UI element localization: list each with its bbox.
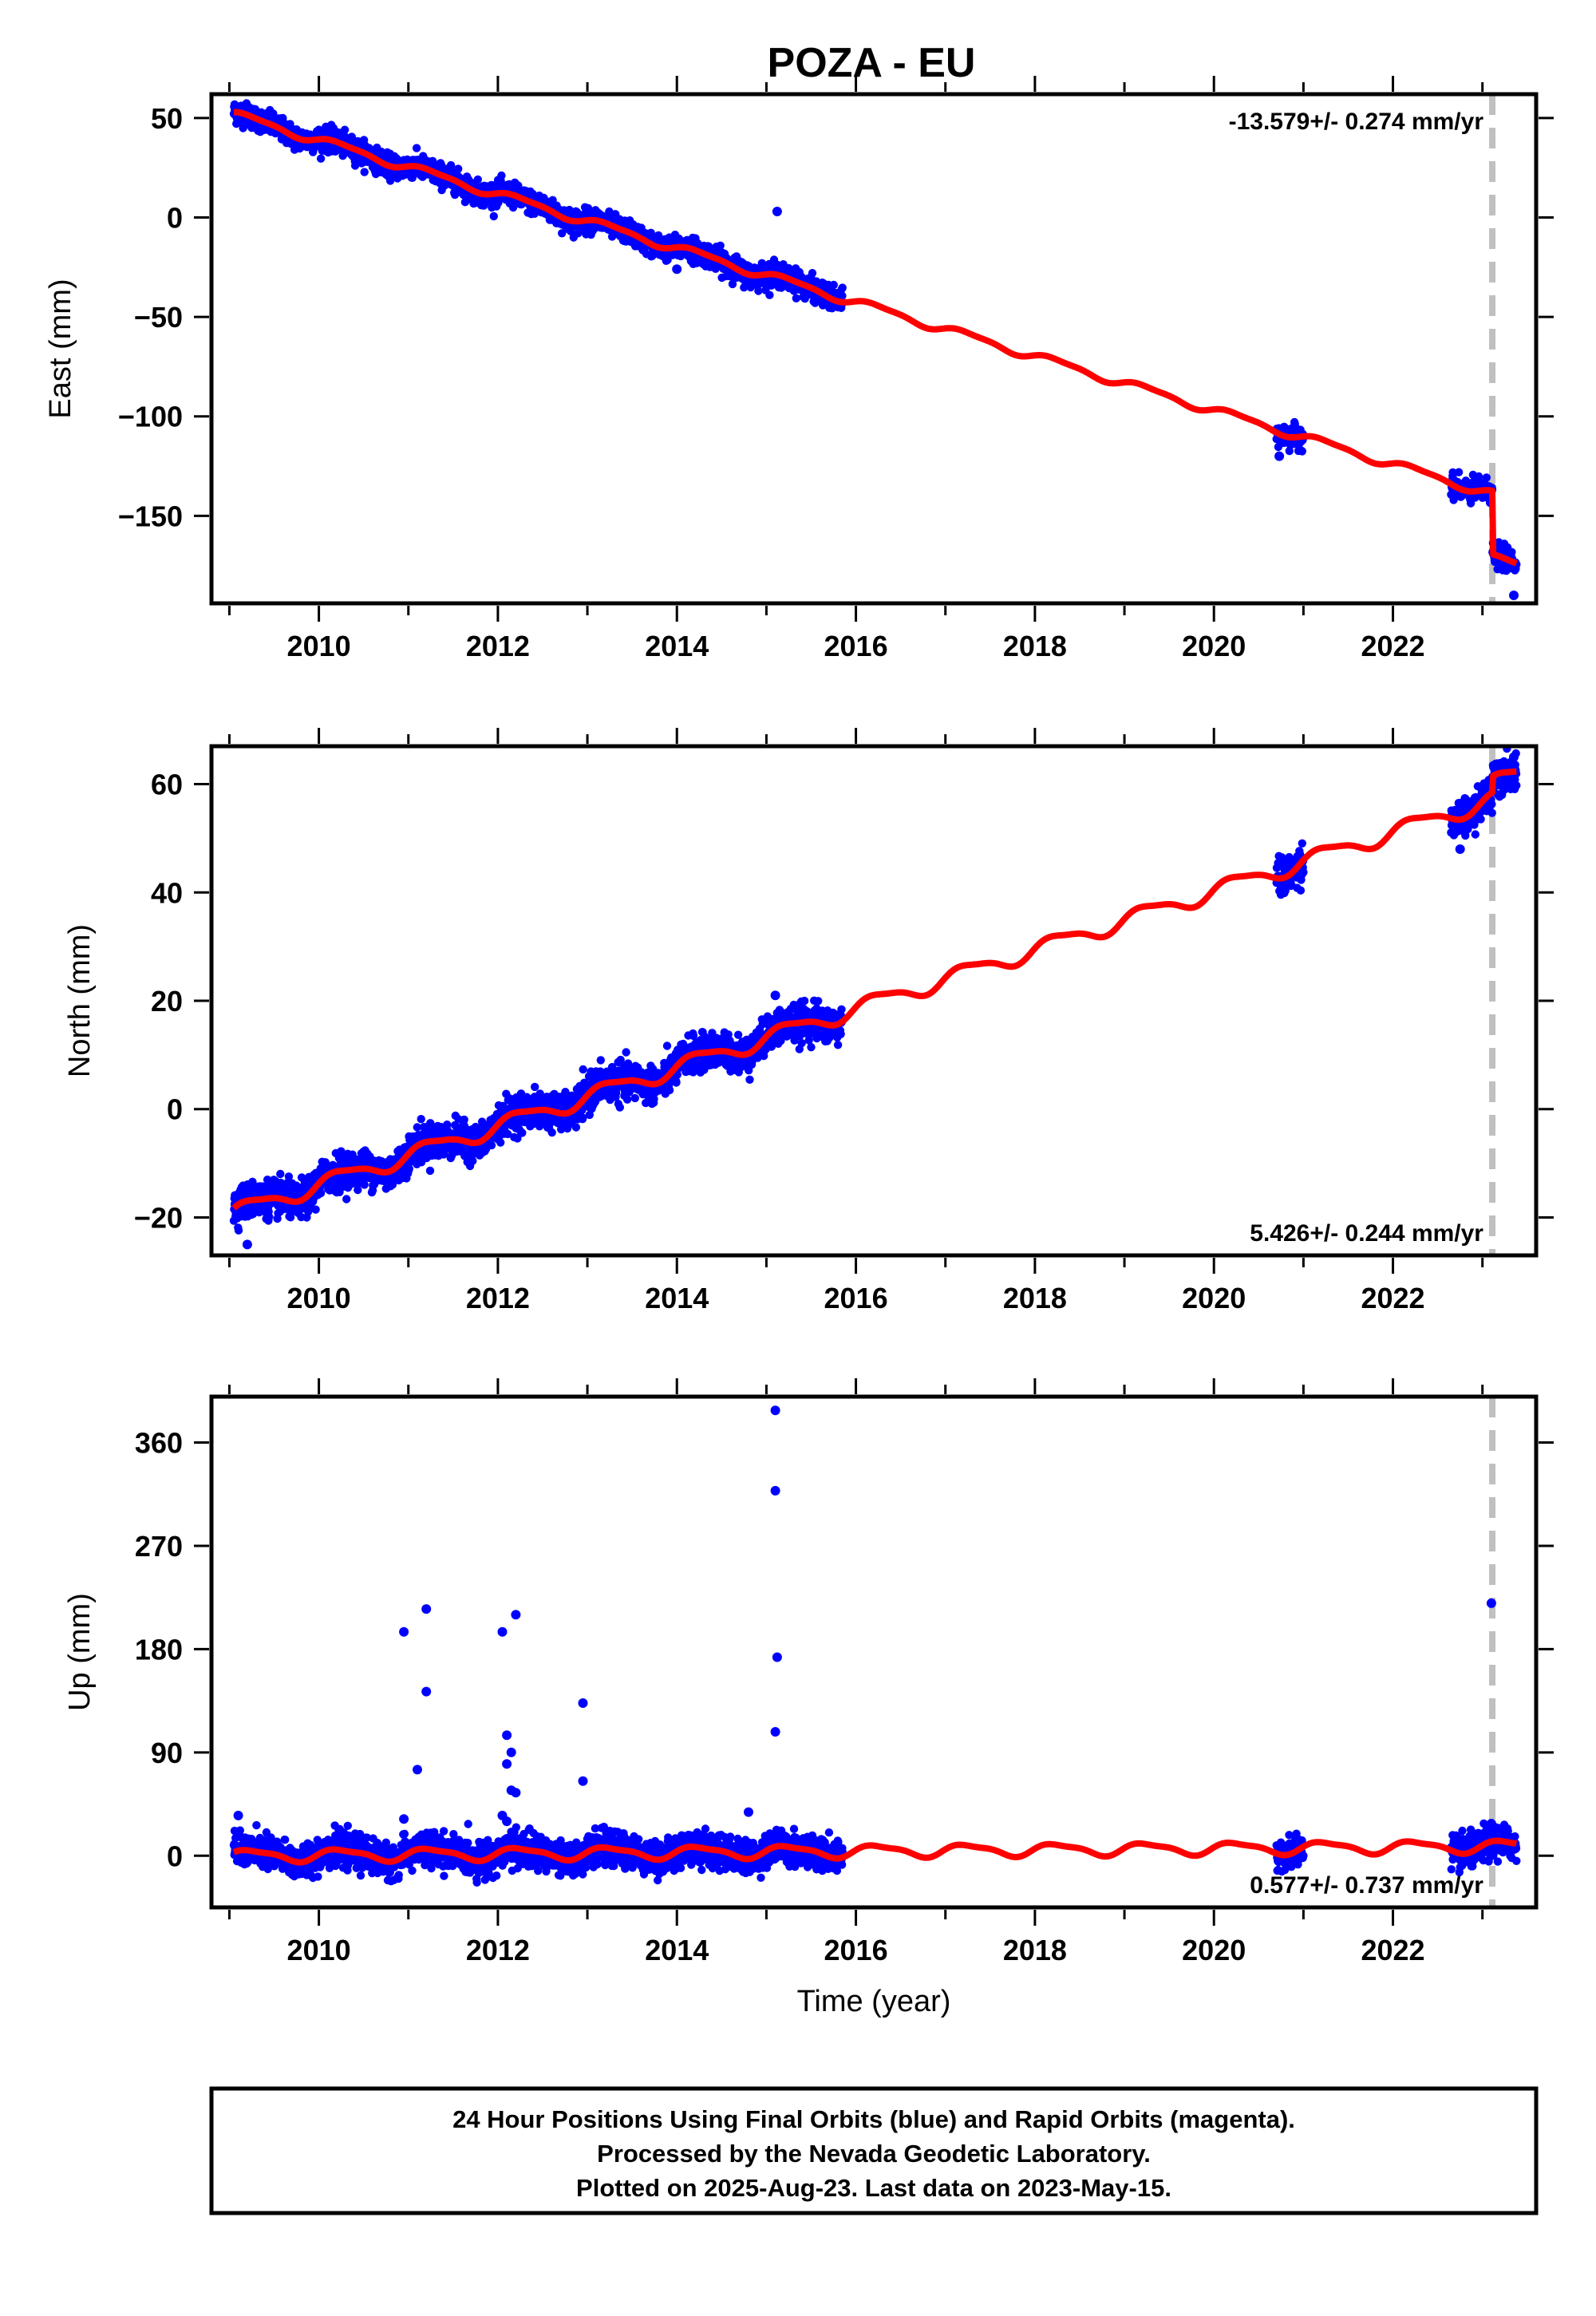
y-tick-label: 0 [167,202,183,235]
y-tick-label: −150 [118,500,183,532]
velocity-rate-label: -13.579+/- 0.274 mm/yr [1229,109,1484,135]
figure-title: POZA - EU [768,40,976,86]
observation-point [496,1138,505,1147]
observation-point [443,1120,452,1129]
observation-point [412,144,421,152]
observation-point [596,1056,605,1065]
observation-point [728,279,737,289]
observation-point [662,1041,672,1050]
observation-point [468,1156,477,1165]
y-tick-label: −50 [134,301,183,334]
x-tick-label: 2022 [1361,630,1424,662]
observation-point [340,125,350,134]
observation-point [489,211,498,221]
observation-point [1482,473,1491,482]
observation-point [630,1093,639,1103]
observation-point [316,154,326,163]
x-tick-label: 2012 [466,630,530,662]
observation-point [754,287,763,295]
observation-point [350,161,360,170]
model-curve [231,109,1519,567]
x-tick-label: 2016 [824,630,888,662]
observation-point [672,264,682,275]
observation-point [1274,451,1285,461]
plot-area [229,94,1521,603]
observation-point [829,280,839,290]
observation-point [745,1075,754,1085]
observation-point [311,1205,320,1214]
observation-point [792,294,800,302]
observation-point [454,164,463,173]
x-tick-label: 2020 [1182,630,1246,662]
observation-point [276,1169,285,1179]
y-tick-label: −100 [118,401,183,433]
y-tick-label: 50 [151,102,183,135]
x-tick-label: 2010 [287,630,351,662]
observation-point [269,109,278,118]
observation-point [342,1195,351,1203]
observation-point [622,1095,632,1104]
x-tick-label: 2018 [1003,630,1067,662]
observation-series [229,99,1521,600]
observation-point [838,291,847,300]
observation-point [405,1164,413,1173]
observation-point [672,1078,681,1087]
observation-point [518,1128,527,1137]
observation-point [531,1082,539,1092]
y-axis-label: East (mm) [44,279,77,418]
observation-point [487,1140,496,1150]
observation-point [265,1212,274,1222]
observation-point [446,160,456,170]
observation-point [360,168,369,176]
observation-point [234,1226,243,1235]
plot-area [229,746,1521,1255]
observation-point [316,1188,326,1198]
observation-point [1509,591,1519,600]
observation-point [571,1123,581,1132]
observation-point [733,1030,743,1039]
observation-point [579,1065,587,1074]
observation-point [808,269,817,278]
observation-point [772,207,782,216]
east-panel: 2010 2012 2014 2016 2018 2020 2022 50 0 −50 −100 −1… [44,76,1554,662]
north-panel: 2010 2012 2014 2016 2018 2020 20226040200−20No… [63,728,1554,1314]
observation-point [547,1128,556,1137]
observation-point [1298,447,1307,456]
observation-point [765,290,774,299]
observation-point [473,175,482,184]
observation-point [1454,468,1464,476]
observation-point [425,1166,435,1176]
observation-point [622,1048,630,1057]
x-tick-label: 2014 [645,630,709,662]
observation-point [665,1085,674,1095]
observation-point [838,283,847,292]
observation-point [566,227,575,235]
observation-point [716,241,725,250]
observation-point [497,171,506,180]
observation-point [615,1103,624,1112]
observation-point [417,1115,425,1124]
